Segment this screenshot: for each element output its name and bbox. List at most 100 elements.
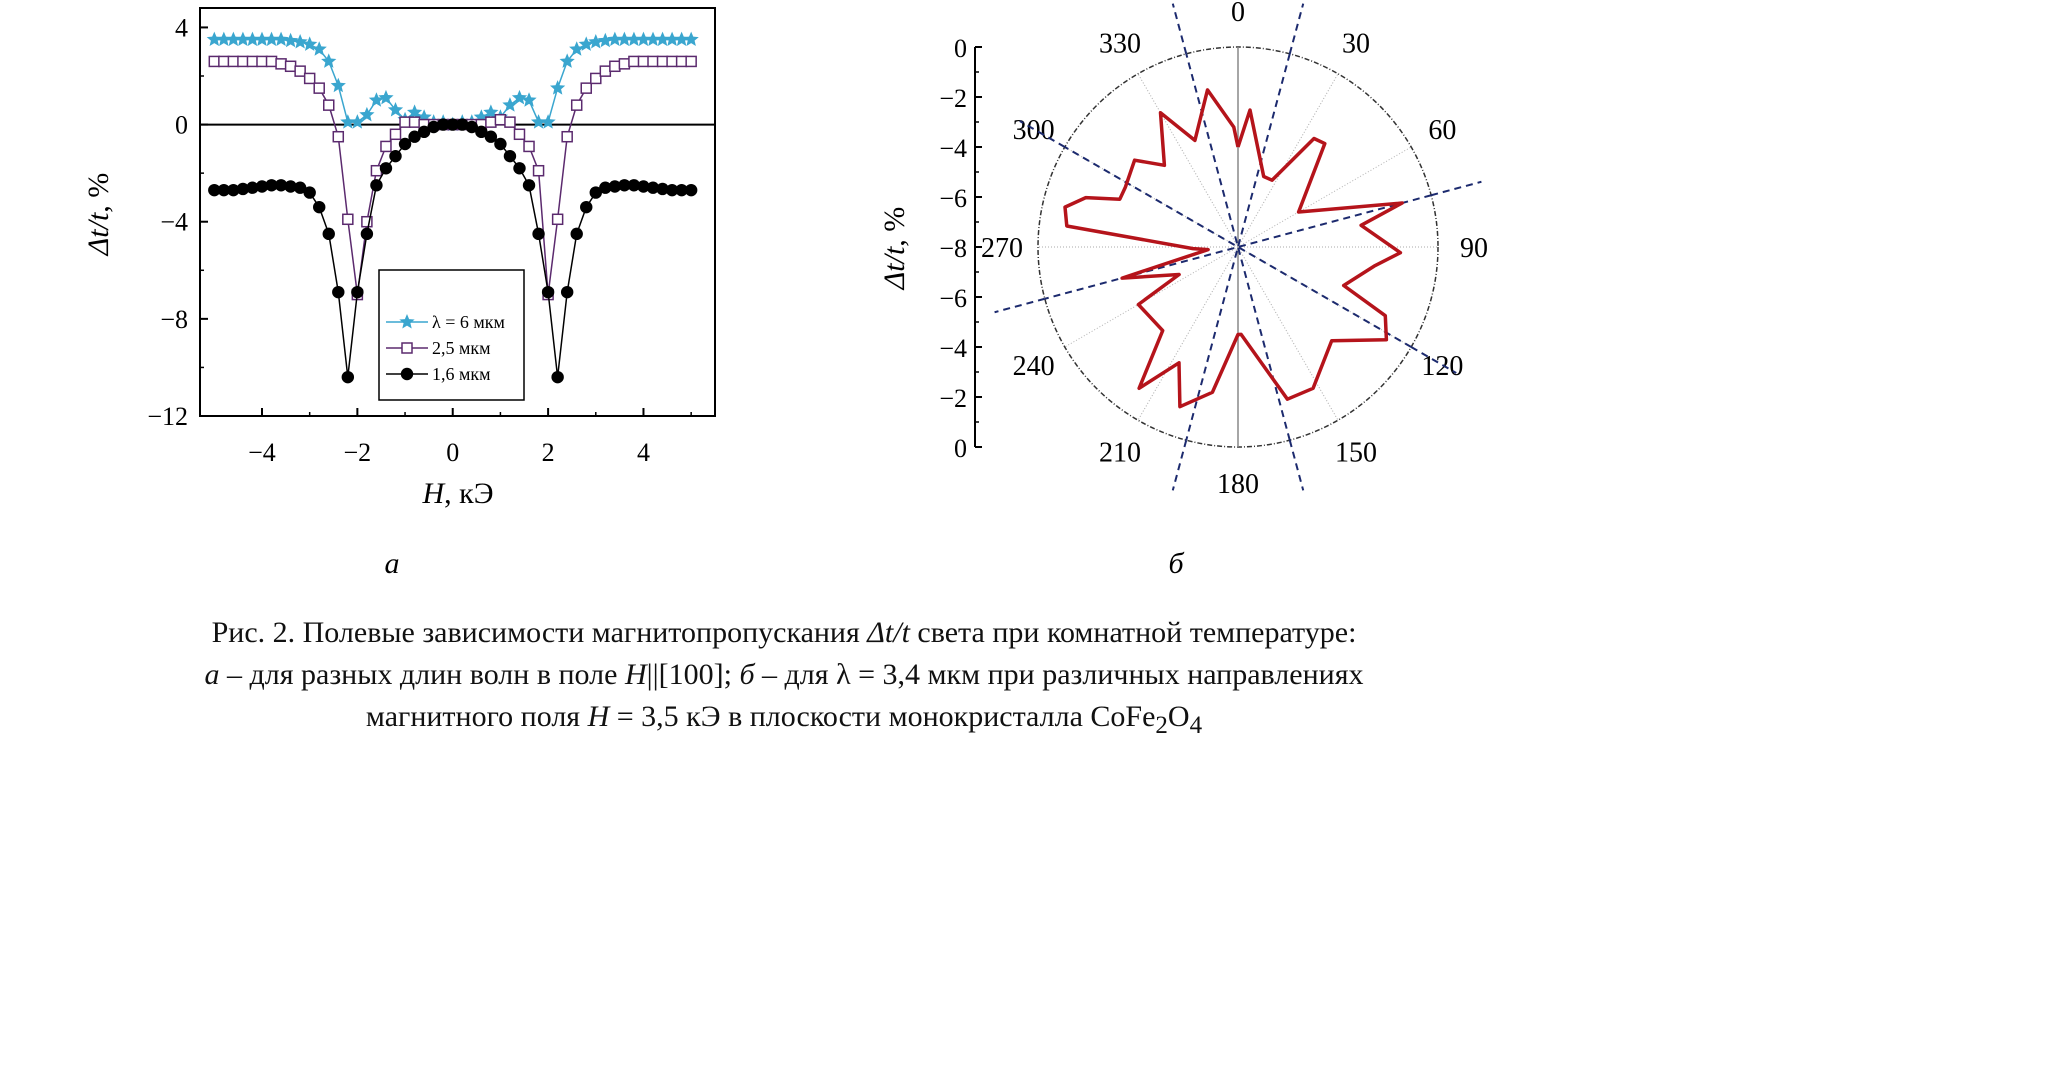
data-point: [349, 114, 365, 129]
data-point: [246, 55, 259, 68]
polar-dashed-line: [1169, 47, 1307, 447]
caption-line3-start: магнитного поля: [365, 700, 588, 733]
series-circle: [208, 118, 698, 384]
data-point: [618, 179, 631, 192]
data-point: [398, 137, 412, 151]
data-point: [456, 118, 469, 131]
data-point: [475, 125, 488, 139]
data-point: [263, 31, 280, 47]
data-point: [494, 113, 507, 126]
data-point: [675, 183, 688, 197]
data-point: [342, 213, 354, 226]
chart-b-y-label-unit: , %: [878, 207, 911, 247]
radial-tick-label: −6: [939, 184, 967, 213]
polar-spoke: [1237, 246, 1339, 421]
data-point: [599, 181, 612, 194]
data-point: [664, 31, 680, 47]
data-point: [589, 186, 602, 199]
caption-item-b: б: [739, 658, 755, 691]
figure-canvas: 4 0 −4 −8 −12 −4 −2 0 2 4 λ = 6 мкм 2,5 мкм 1,6 мк…: [82, 0, 1488, 580]
polar-dashed-line-ext: [1288, 3, 1305, 55]
panel-label-a: а: [385, 547, 400, 580]
data-point: [313, 82, 325, 94]
data-point: [274, 179, 288, 192]
data-point: [530, 114, 547, 129]
data-point: [256, 55, 268, 68]
caption-h-symbol: H: [624, 658, 647, 691]
caption-item-a: а: [204, 658, 220, 691]
polar-radial-axis: 0 −2 −4 −6 −8 −6 −4 −2 0: [939, 34, 982, 463]
data-point: [341, 370, 355, 384]
data-point: [559, 53, 575, 68]
chart-b: 0 30 60 90 120 150 180 210 240 270 300 330 0 −2 −4 −6 −…: [878, 0, 1488, 580]
polar-angle-label: 120: [1421, 351, 1463, 382]
data-point: [208, 55, 221, 68]
radial-tick-label: 0: [954, 34, 967, 63]
data-point: [237, 55, 249, 68]
polar-dashed-line-ext: [1410, 346, 1457, 374]
data-point: [340, 114, 356, 129]
polar-dashed-line-ext: [1171, 439, 1188, 491]
polar-angle-label: 30: [1342, 29, 1370, 60]
data-point: [206, 31, 222, 47]
polar-dashed-line: [1038, 178, 1438, 316]
data-point: [417, 125, 431, 139]
figure-caption: Рис. 2. Полевые зависимости магнитопропу…: [0, 612, 1568, 747]
data-point: [521, 92, 537, 107]
data-point: [570, 99, 583, 111]
data-point: [635, 31, 652, 47]
data-point: [273, 31, 289, 47]
radial-tick-label: −8: [939, 234, 967, 263]
data-point: [246, 181, 259, 194]
data-point: [674, 31, 690, 47]
y-tick-label: −12: [147, 402, 188, 431]
data-point: [484, 130, 498, 143]
caption-h-symbol-2: H: [587, 700, 610, 733]
data-point: [637, 180, 650, 193]
polar-angle-label: 0: [1231, 0, 1245, 28]
series-square: [208, 55, 697, 301]
data-point: [284, 60, 297, 73]
data-point: [321, 53, 337, 68]
chart-a-x-ticks: −4 −2 0 2 4: [248, 408, 692, 467]
data-point: [628, 55, 640, 68]
data-point: [265, 179, 278, 192]
caption-line2-end: – для λ = 3,4 мкм при различных направле…: [754, 658, 1364, 691]
caption-line1-rest: света при комнатной температуре:: [909, 616, 1357, 649]
data-point: [265, 55, 278, 68]
caption-line-1: Рис. 2. Полевые зависимости магнитопропу…: [0, 612, 1568, 654]
legend-marker: [401, 342, 413, 354]
data-point: [656, 182, 669, 196]
data-point: [282, 32, 299, 48]
data-point: [502, 97, 518, 112]
radial-tick-label: −6: [939, 284, 967, 313]
data-point: [380, 140, 392, 153]
data-point: [540, 114, 556, 129]
caption-sub-4: 4: [1189, 712, 1203, 739]
data-point: [427, 120, 440, 134]
data-point: [590, 72, 602, 85]
x-tick-label: 4: [637, 438, 650, 467]
radial-tick-label: 0: [954, 434, 967, 463]
chart-b-y-label-var: Δt/t: [878, 246, 911, 290]
chart-a-series: [206, 31, 699, 384]
radial-tick-label: −2: [939, 384, 967, 413]
data-point: [599, 65, 612, 77]
polar-angle-label: 270: [981, 233, 1023, 264]
data-point: [218, 55, 230, 68]
series-star: [206, 31, 699, 132]
data-point: [647, 55, 659, 68]
radial-tick-label: −4: [939, 134, 967, 163]
data-point: [399, 116, 411, 128]
y-tick-label: −8: [160, 305, 188, 334]
data-point: [303, 72, 316, 85]
polar-dashed-line-ext: [1171, 3, 1188, 55]
data-point: [294, 65, 306, 77]
y-tick-label: 4: [175, 13, 188, 42]
data-point: [616, 31, 633, 47]
x-tick-label: 2: [542, 438, 555, 467]
data-point: [322, 227, 335, 241]
data-point: [666, 55, 678, 68]
legend-marker: [400, 367, 414, 381]
polar-dashed-line: [1169, 47, 1307, 447]
